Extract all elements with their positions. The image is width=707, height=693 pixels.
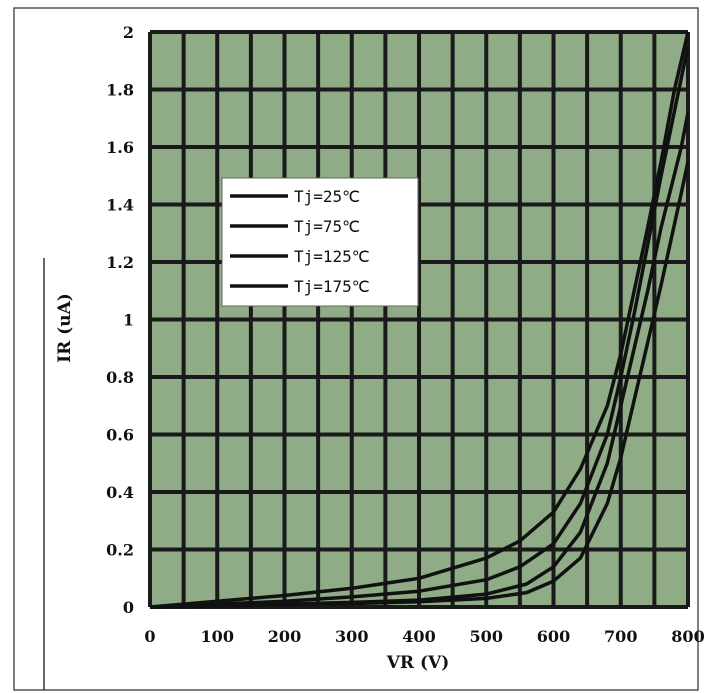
y-tick-label: 0.2 xyxy=(106,541,134,560)
x-tick-label: 600 xyxy=(537,627,570,646)
x-axis-ticks: 0 100 200 300 400 500 600 700 800 xyxy=(144,627,704,646)
y-tick-label: 0.4 xyxy=(106,483,134,502)
y-tick-label: 1.6 xyxy=(106,138,134,157)
y-tick-label: 2 xyxy=(123,23,134,42)
legend-label: Tj=75℃ xyxy=(294,217,360,236)
x-tick-label: 400 xyxy=(402,627,435,646)
chart-frame xyxy=(13,7,699,691)
x-tick-label: 300 xyxy=(335,627,368,646)
grid-lines xyxy=(148,30,690,609)
y-tick-label: 1.4 xyxy=(106,196,134,215)
series-line-4 xyxy=(149,31,690,609)
y-tick-label: 1 xyxy=(123,311,134,330)
legend-label: Tj=175℃ xyxy=(294,277,370,296)
series-line-2 xyxy=(149,112,690,609)
x-tick-label: 200 xyxy=(268,627,301,646)
legend: Tj=25℃ Tj=75℃ Tj=125℃ Tj=175℃ xyxy=(221,177,419,307)
series-lines xyxy=(149,31,690,609)
x-tick-label: 500 xyxy=(470,627,503,646)
legend-label: Tj=125℃ xyxy=(294,247,370,266)
y-axis-ticks: 0 0.2 0.4 0.6 0.8 1 1.2 1.4 1.6 1.8 2 xyxy=(106,23,134,617)
legend-label: Tj=25℃ xyxy=(294,187,360,206)
y-axis-title: IR (uA) xyxy=(55,293,75,363)
y-tick-label: 1.8 xyxy=(106,81,134,100)
x-tick-label: 100 xyxy=(201,627,234,646)
series-line-3 xyxy=(149,46,690,609)
x-axis-title: VR (V) xyxy=(386,653,450,673)
y-tick-label: 0.8 xyxy=(106,368,134,387)
x-tick-label: 800 xyxy=(671,627,704,646)
y-tick-label: 0.6 xyxy=(106,426,134,445)
y-tick-label: 1.2 xyxy=(106,253,134,272)
x-tick-label: 700 xyxy=(604,627,637,646)
x-tick-label: 0 xyxy=(144,627,155,646)
y-tick-label: 0 xyxy=(123,598,134,617)
